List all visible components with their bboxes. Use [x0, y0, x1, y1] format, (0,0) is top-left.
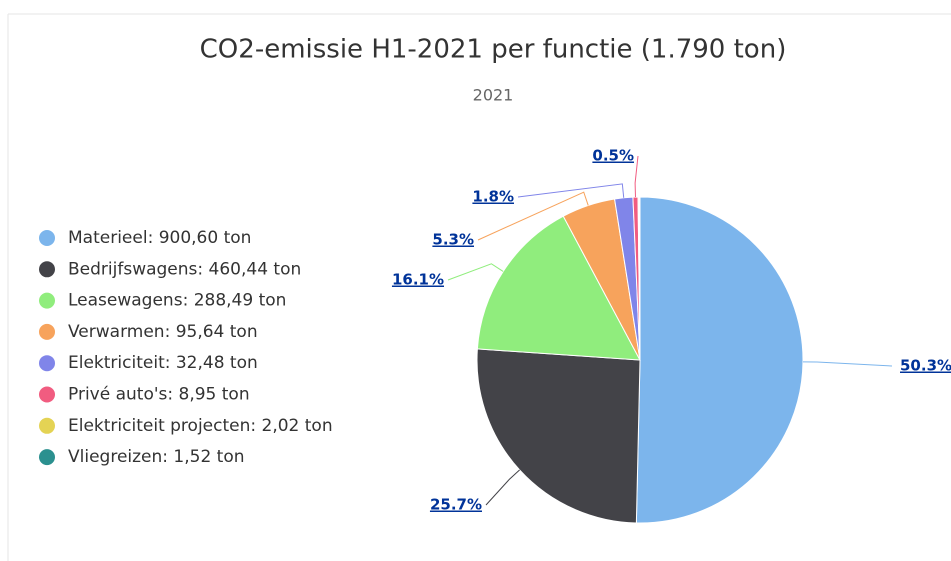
- legend-symbol: [39, 261, 55, 278]
- pie-slice: [476, 215, 641, 361]
- data-label: 25.7%: [430, 496, 482, 514]
- connector: [477, 191, 589, 241]
- connector: [634, 155, 639, 198]
- legend-symbol: [39, 355, 55, 372]
- legend-label: Elektriciteit projecten: 2,02 ton: [68, 416, 333, 436]
- data-label: 5.3%: [432, 231, 474, 249]
- legend-symbol: [39, 292, 55, 309]
- data-label: 16.1%: [392, 271, 444, 289]
- legend-label: Materieel: 900,60 ton: [68, 228, 251, 248]
- legend-symbol: [39, 230, 55, 246]
- connector: [517, 183, 625, 198]
- connector: [802, 361, 893, 367]
- chart-title: CO2-emissie H1-2021 per functie (1.790 t…: [200, 35, 787, 65]
- legend-label: Privé auto's: 8,95 ton: [68, 385, 250, 405]
- legend-symbol: [39, 323, 55, 340]
- connector: [447, 263, 504, 281]
- connector: [485, 469, 520, 506]
- data-label: 1.8%: [472, 188, 514, 206]
- legend-symbol: [39, 386, 55, 403]
- chart-subtitle: 2021: [473, 86, 514, 105]
- data-label: 50.3%: [900, 357, 951, 375]
- pie-slice: [635, 196, 804, 524]
- pie-slice: [476, 348, 641, 524]
- legend-label: Leasewagens: 288,49 ton: [68, 291, 286, 311]
- legend-label: Verwarmen: 95,64 ton: [68, 322, 258, 342]
- legend-label: Elektriciteit: 32,48 ton: [68, 353, 258, 373]
- pie-slice: [638, 196, 641, 361]
- legend-symbol: [39, 417, 55, 434]
- data-label: 0.5%: [592, 147, 634, 165]
- legend-symbol: [39, 449, 55, 466]
- legend-label: Vliegreizen: 1,52 ton: [68, 447, 245, 467]
- legend-label: Bedrijfswagens: 460,44 ton: [68, 259, 301, 279]
